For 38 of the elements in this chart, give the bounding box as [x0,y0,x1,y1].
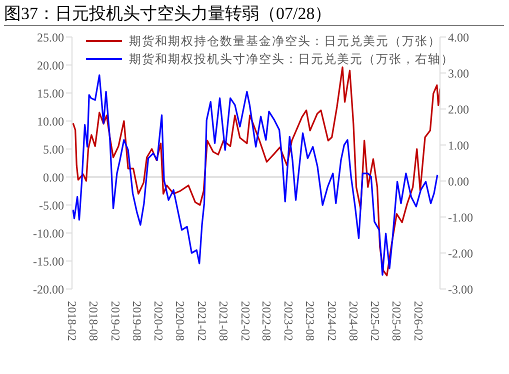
x-tick-label: 2019-08 [130,301,144,341]
y2-tick-label: -3.00 [448,282,473,296]
y2-tick-label: -2.00 [448,246,473,260]
y2-tick-label: 4.00 [448,30,469,44]
y-tick-label: -5.00 [39,198,64,212]
x-tick-label: 2023-02 [282,301,296,341]
y-tick-label: 5.00 [43,142,64,156]
x-tick-label: 2024-08 [346,301,360,341]
y-tick-label: 15.00 [37,86,64,100]
y-tick-label: 20.00 [37,58,64,72]
y-tick-label: 10.00 [37,114,64,128]
x-tick-label: 2018-08 [86,301,100,341]
x-tick-label: 2024-02 [324,301,339,341]
legend-label: 期货和期权持仓数量基金净空头：日元兑美元（万张） [129,33,441,50]
chart-title: 图37：日元投机头寸空头力量转弱（07/28） [4,2,504,26]
y2-tick-label: 0.00 [448,174,469,188]
x-tick-label: 2019-02 [108,301,122,341]
y2-tick-label: 2.00 [448,102,469,116]
y-tick-label: 25.00 [37,30,64,44]
x-tick-label: 2018-02 [65,301,79,341]
x-tick-label: 2023-08 [303,301,318,341]
y2-tick-label: -1.00 [448,210,473,224]
y-tick-label: -15.00 [33,254,64,268]
y2-tick-label: 1.00 [448,138,469,152]
y2-tick-label: 3.00 [448,66,469,80]
x-tick-label: 2025-02 [368,301,382,341]
legend-label: 期货和期权投机头寸净空头：日元兑美元（万张，右轴） [129,51,454,68]
x-tick-label: 2020-02 [152,301,166,341]
x-tick-label: 2020-08 [173,301,188,341]
y-tick-label: 0.00 [43,170,64,184]
x-tick-label: 2026-02 [412,301,426,341]
x-tick-label: 2025-08 [390,301,404,341]
x-tick-label: 2021-02 [194,301,209,341]
y-tick-label: -10.00 [33,226,64,240]
x-tick-label: 2022-08 [260,301,274,341]
x-tick-label: 2021-08 [216,301,230,341]
y-tick-label: -20.00 [33,282,64,296]
x-tick-label: 2022-02 [238,301,252,341]
